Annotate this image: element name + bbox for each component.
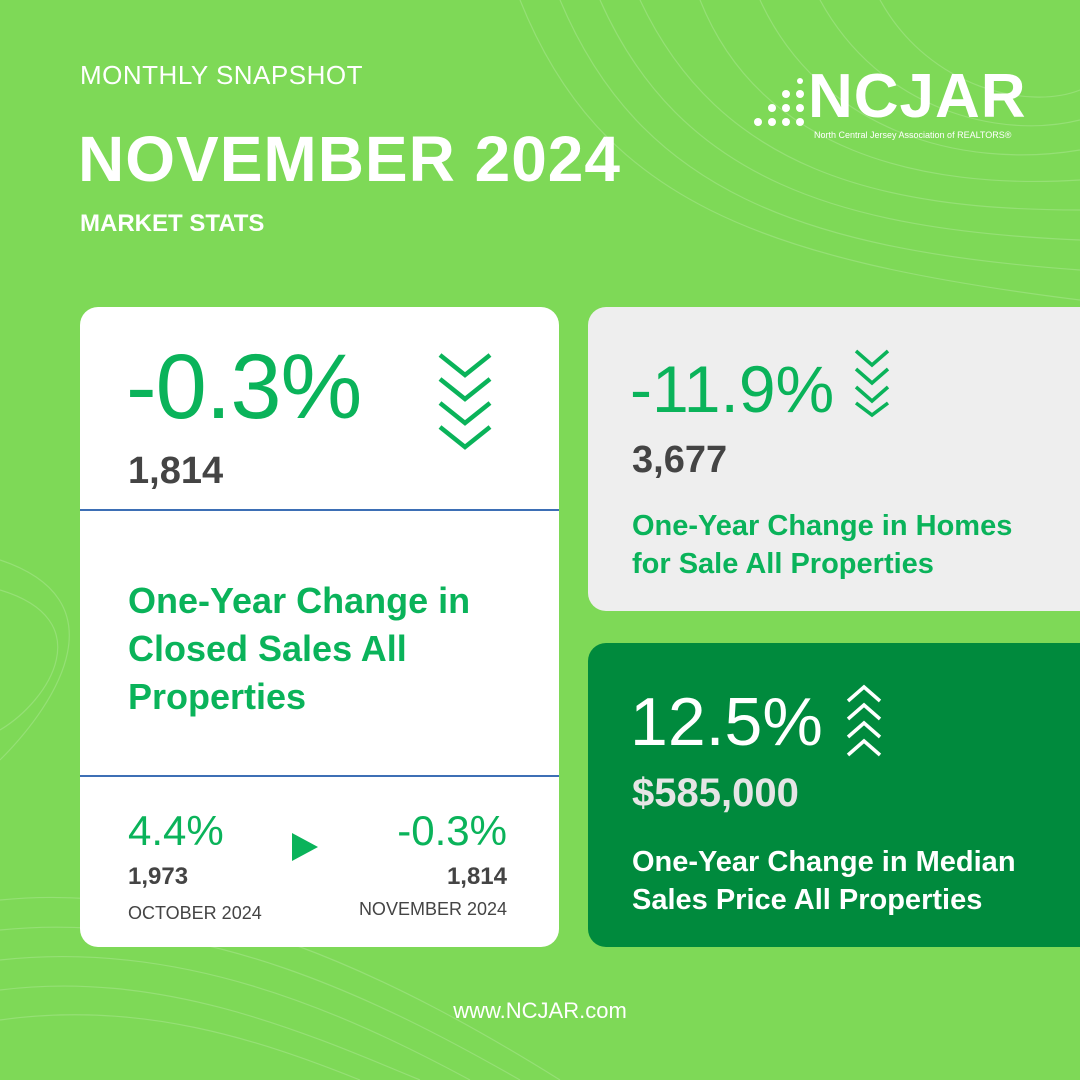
logo-wordmark: NCJAR <box>808 62 1027 131</box>
current-month-date: NOVEMBER 2024 <box>358 899 507 919</box>
closed-sales-bottom-divider <box>80 775 559 777</box>
median-price-change: 12.5% <box>630 684 823 760</box>
play-triangle-icon <box>292 833 318 861</box>
homes-for-sale-card: -11.9% 3,677 One-Year Change in Homes fo… <box>588 307 1080 611</box>
triple-chevron-down-icon <box>854 349 890 418</box>
current-month-change: -0.3% <box>397 807 507 854</box>
closed-sales-top-divider <box>80 509 559 511</box>
median-price-label: One-Year Change in Median Sales Price Al… <box>632 846 1016 916</box>
header-eyebrow: MONTHLY SNAPSHOT <box>80 60 363 90</box>
header-subtitle: MARKET STATS <box>80 210 265 237</box>
footer-url[interactable]: www.NCJAR.com <box>453 998 627 1023</box>
homes-for-sale-value: 3,677 <box>632 439 728 481</box>
previous-month-date: OCTOBER 2024 <box>128 903 262 923</box>
page-title: NOVEMBER 2024 <box>78 123 621 195</box>
previous-month-value: 1,973 <box>128 863 189 890</box>
current-month-value: 1,814 <box>446 863 507 890</box>
previous-month-change: 4.4% <box>128 807 224 854</box>
logo-tagline: North Central Jersey Association of REAL… <box>814 130 1012 140</box>
ncjar-logo: NCJAR North Central Jersey Association o… <box>752 66 1044 152</box>
homes-for-sale-label: One-Year Change in Homes for Sale All Pr… <box>632 510 1013 580</box>
median-price-value: $585,000 <box>632 771 799 815</box>
homes-for-sale-change: -11.9% <box>630 352 835 426</box>
triple-chevron-down-icon <box>438 353 492 450</box>
triple-chevron-up-icon <box>846 684 882 757</box>
closed-sales-value: 1,814 <box>128 450 224 492</box>
logo-dots-icon <box>754 78 804 126</box>
closed-sales-card: -0.3% 1,814 One-Year Change in Closed Sa… <box>80 307 559 947</box>
closed-sales-label: One-Year Change in Closed Sales All Prop… <box>128 580 471 717</box>
closed-sales-change: -0.3% <box>126 336 362 438</box>
median-price-card: 12.5% $585,000 One-Year Change in Median… <box>588 643 1080 947</box>
